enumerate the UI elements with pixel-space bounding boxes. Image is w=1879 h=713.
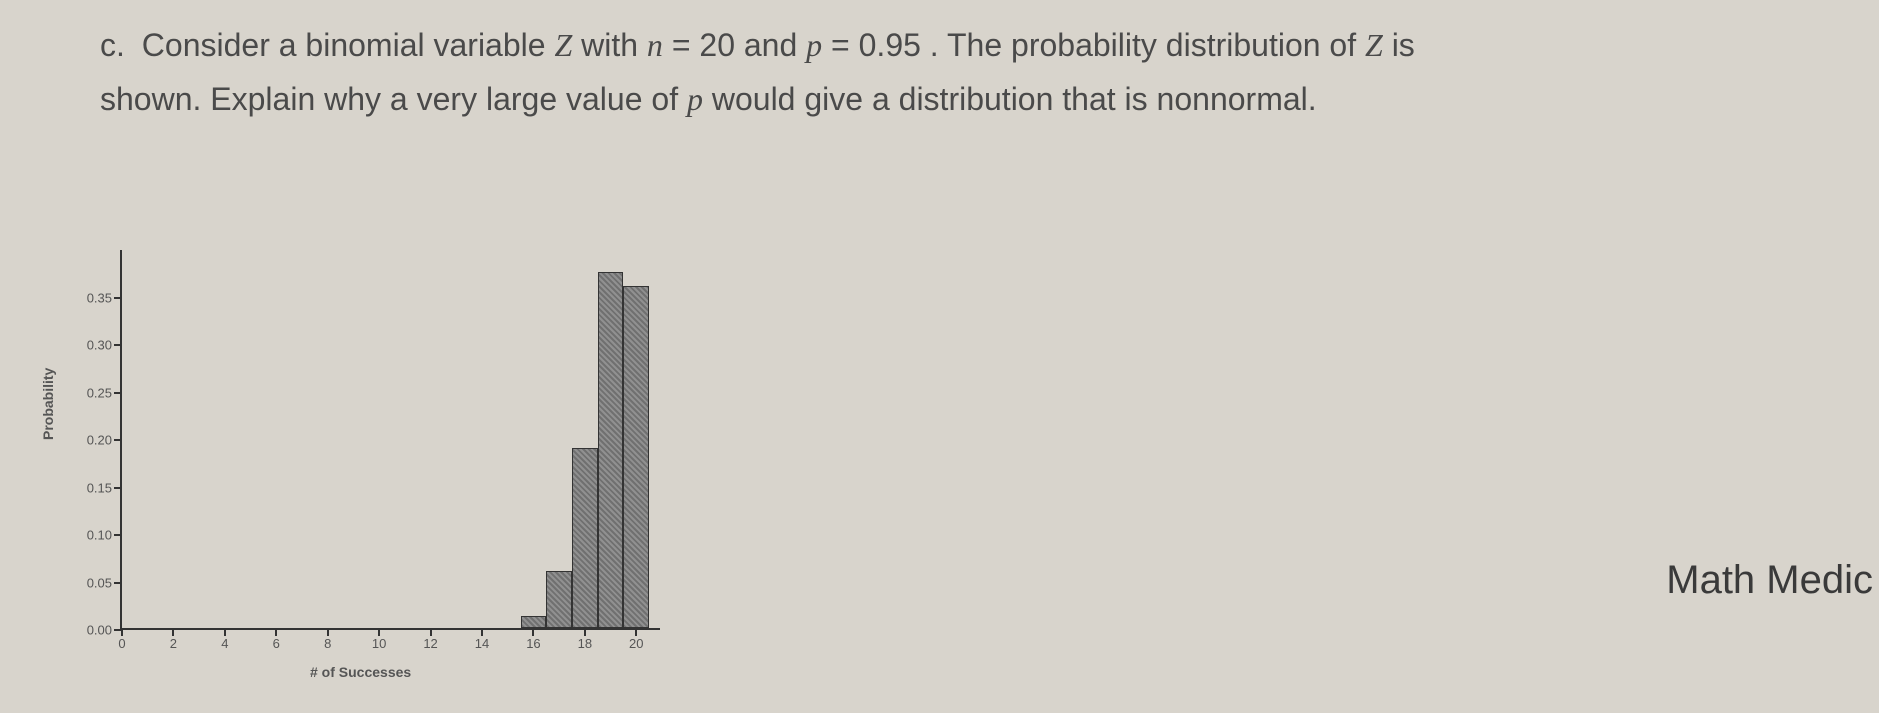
x-tick-label: 16 — [526, 636, 540, 651]
x-tick-label: 8 — [324, 636, 331, 651]
bar — [572, 448, 598, 629]
var-Z: Z — [554, 27, 572, 63]
q-line1b: with — [572, 27, 647, 63]
y-tick-label: 0.00 — [87, 623, 112, 638]
bar — [521, 616, 547, 628]
y-tick — [114, 297, 122, 299]
x-tick — [430, 628, 432, 636]
var-Z2: Z — [1365, 27, 1383, 63]
y-tick-label: 0.15 — [87, 480, 112, 495]
watermark-text: Math Medic — [1666, 558, 1873, 603]
q-line1c: is — [1383, 27, 1415, 63]
bar — [546, 571, 572, 628]
y-tick-label: 0.10 — [87, 528, 112, 543]
y-tick-label: 0.05 — [87, 575, 112, 590]
y-tick — [114, 534, 122, 536]
y-tick — [114, 344, 122, 346]
x-axis-title: # of Successes — [310, 664, 411, 680]
var-n: n — [647, 27, 663, 63]
x-tick-label: 2 — [170, 636, 177, 651]
y-axis-title: Probability — [40, 368, 56, 440]
y-tick-label: 0.30 — [87, 338, 112, 353]
q-line1a: Consider a binomial variable — [142, 27, 555, 63]
x-tick-label: 0 — [118, 636, 125, 651]
y-tick-label: 0.25 — [87, 385, 112, 400]
var-p2: p — [687, 81, 703, 117]
question-prefix: c. — [100, 27, 125, 63]
x-tick-label: 4 — [221, 636, 228, 651]
var-p: p — [806, 27, 822, 63]
x-tick — [378, 628, 380, 636]
y-tick-label: 0.20 — [87, 433, 112, 448]
x-tick-label: 14 — [475, 636, 489, 651]
x-tick — [584, 628, 586, 636]
y-tick — [114, 487, 122, 489]
plot-area: 0.000.050.100.150.200.250.300.3502468101… — [120, 250, 660, 630]
bar — [623, 286, 649, 628]
probability-chart: Probability 0.000.050.100.150.200.250.30… — [40, 240, 680, 680]
x-tick-label: 20 — [629, 636, 643, 651]
q-eq2: = 0.95 . The probability distribution of — [822, 27, 1365, 63]
q-line2a: shown. Explain why a very large value of — [100, 81, 687, 117]
x-tick — [481, 628, 483, 636]
q-eq1: = 20 and — [663, 27, 806, 63]
x-tick-label: 6 — [273, 636, 280, 651]
x-tick — [635, 628, 637, 636]
x-tick — [224, 628, 226, 636]
x-tick — [172, 628, 174, 636]
q-line2b: would give a distribution that is nonnor… — [703, 81, 1317, 117]
x-tick-label: 18 — [578, 636, 592, 651]
y-tick — [114, 439, 122, 441]
y-tick — [114, 392, 122, 394]
x-tick — [327, 628, 329, 636]
x-tick — [121, 628, 123, 636]
x-tick-label: 12 — [423, 636, 437, 651]
x-tick — [532, 628, 534, 636]
question-text: c. Consider a binomial variable Z with n… — [100, 18, 1839, 127]
y-tick-label: 0.35 — [87, 290, 112, 305]
x-tick-label: 10 — [372, 636, 386, 651]
y-tick — [114, 582, 122, 584]
bar — [598, 272, 624, 628]
x-tick — [275, 628, 277, 636]
